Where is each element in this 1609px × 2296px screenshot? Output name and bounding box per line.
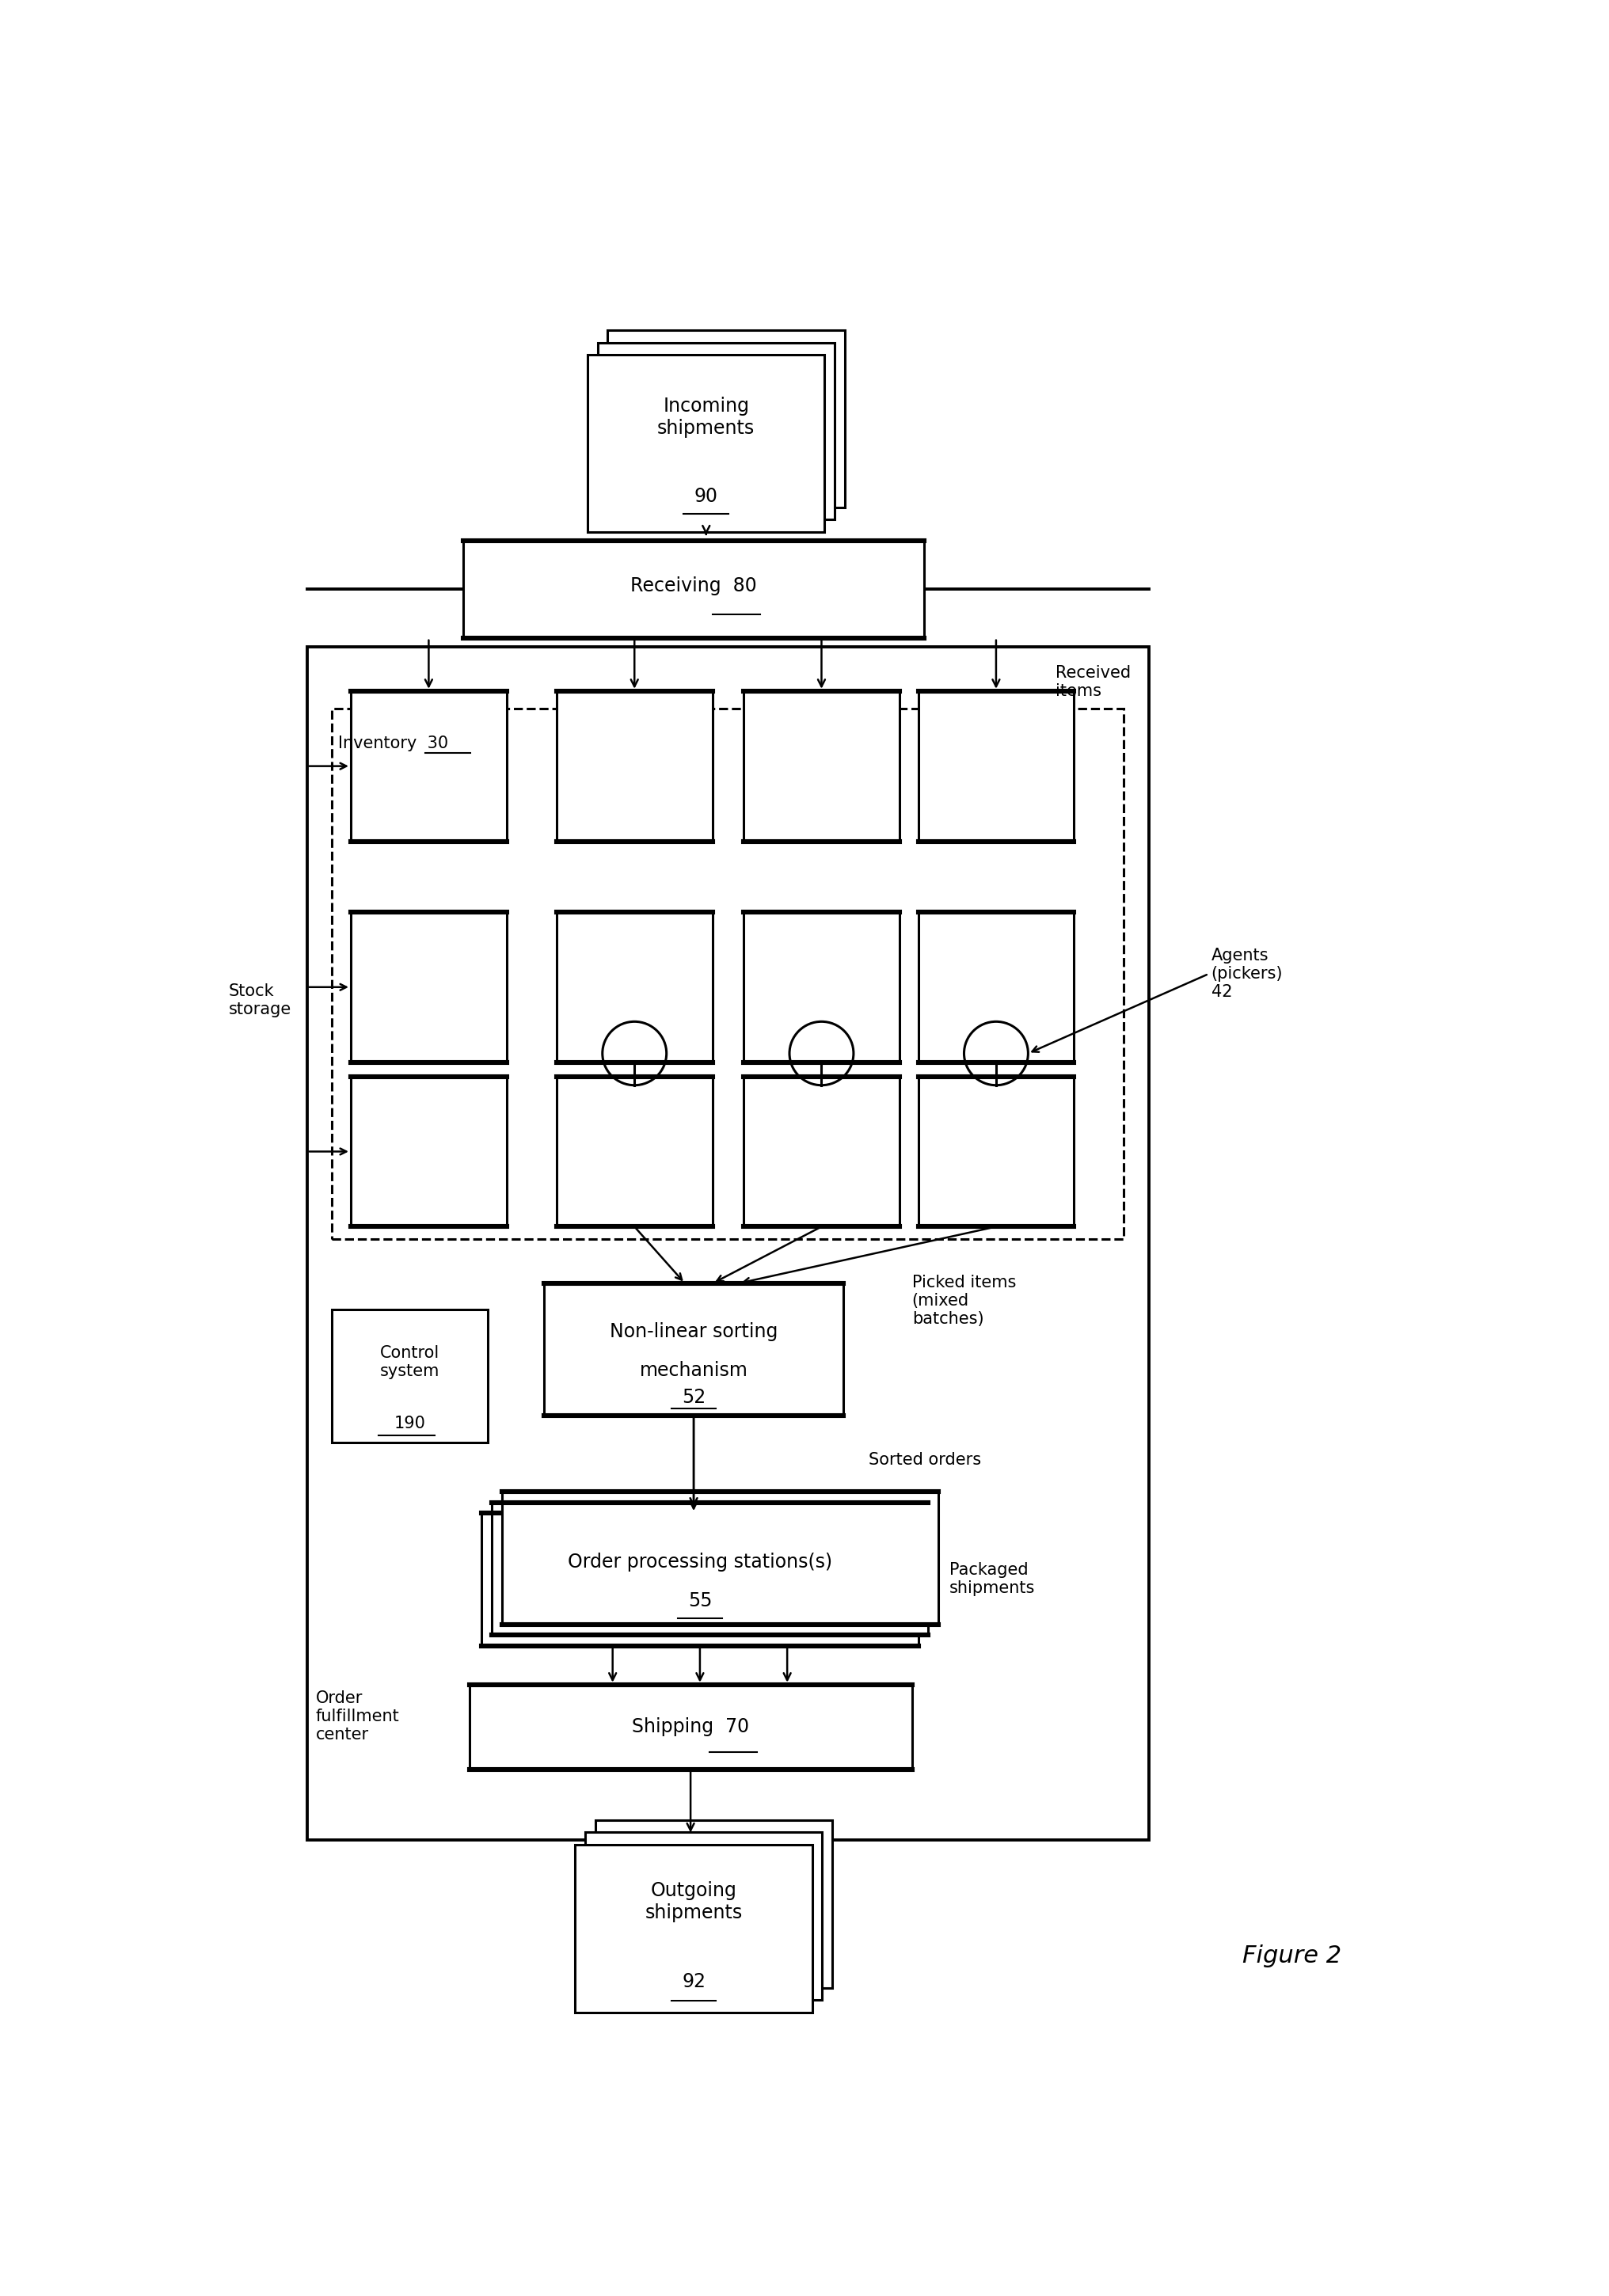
Bar	[331, 1309, 488, 1442]
Text: Shipping  70: Shipping 70	[632, 1717, 750, 1736]
Text: 92: 92	[682, 1972, 706, 1991]
Bar	[919, 912, 1073, 1063]
Bar	[544, 1283, 843, 1417]
Bar	[307, 647, 1149, 1839]
Text: Received
items: Received items	[1056, 666, 1131, 700]
Bar	[597, 342, 835, 519]
Bar	[743, 691, 899, 840]
Text: 190: 190	[394, 1417, 426, 1433]
Text: Order
fulfillment
center: Order fulfillment center	[315, 1690, 399, 1743]
Text: 90: 90	[693, 487, 718, 505]
Bar	[502, 1492, 938, 1626]
Bar	[743, 912, 899, 1063]
Bar	[351, 1077, 507, 1226]
Bar	[919, 1077, 1073, 1226]
Bar	[743, 1077, 899, 1226]
Bar	[576, 1844, 813, 2014]
Bar	[587, 356, 825, 533]
Bar	[492, 1502, 928, 1635]
Text: Control
system: Control system	[380, 1345, 439, 1380]
Bar	[586, 1832, 822, 2000]
Bar	[595, 1821, 832, 1988]
Text: Order processing stations(s): Order processing stations(s)	[568, 1552, 832, 1570]
Text: Picked items
(mixed
batches): Picked items (mixed batches)	[912, 1274, 1015, 1327]
Text: Packaged
shipments: Packaged shipments	[949, 1561, 1035, 1596]
Bar	[919, 691, 1073, 840]
Text: 52: 52	[682, 1389, 706, 1407]
Bar	[470, 1685, 912, 1770]
Text: Sorted orders: Sorted orders	[869, 1451, 981, 1467]
Bar	[557, 1077, 713, 1226]
Text: Incoming
shipments: Incoming shipments	[658, 397, 755, 439]
Text: Stock
storage: Stock storage	[228, 983, 291, 1017]
Bar	[608, 331, 845, 507]
Text: mechanism: mechanism	[639, 1362, 748, 1380]
Text: 55: 55	[687, 1591, 713, 1609]
Bar	[351, 691, 507, 840]
Bar	[351, 912, 507, 1063]
Text: Inventory  30: Inventory 30	[338, 735, 449, 751]
Text: Outgoing
shipments: Outgoing shipments	[645, 1880, 742, 1922]
Text: Receiving  80: Receiving 80	[631, 576, 756, 595]
Text: Non-linear sorting: Non-linear sorting	[610, 1322, 777, 1341]
Text: Agents
(pickers)
42: Agents (pickers) 42	[1212, 948, 1282, 1001]
Bar	[557, 912, 713, 1063]
Bar	[557, 691, 713, 840]
Bar	[481, 1513, 919, 1646]
Text: Figure 2: Figure 2	[1242, 1945, 1342, 1968]
Bar	[463, 542, 924, 638]
Bar	[331, 709, 1123, 1240]
